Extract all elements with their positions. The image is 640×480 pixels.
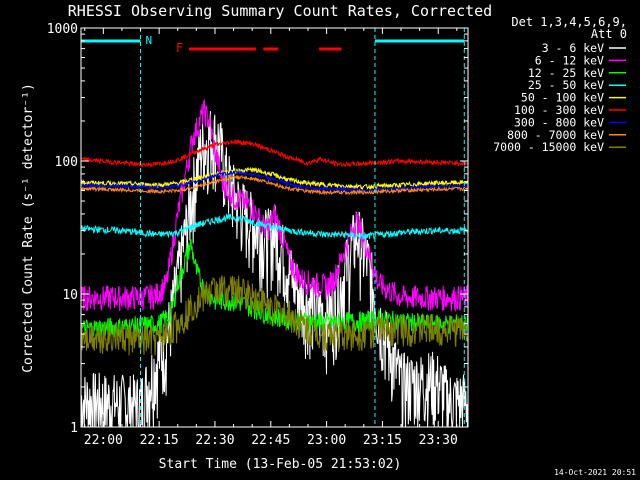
y-axis: 1 10 100 1000 <box>47 22 468 436</box>
y-tick-label: 1 <box>70 421 78 436</box>
chart-title: RHESSI Observing Summary Count Rates, Co… <box>68 2 492 20</box>
series-line-6 <box>80 138 469 168</box>
legend-label-9: 7000 - 15000 keV <box>493 140 604 154</box>
legend-label-3: 12 - 25 keV <box>528 66 604 80</box>
x-axis: 22:00 22:15 22:30 22:45 23:00 23:15 23:30 <box>84 28 458 448</box>
series-line-1 <box>80 110 469 428</box>
legend-label-7: 300 - 800 keV <box>514 115 604 129</box>
legend-label-2: 6 - 12 keV <box>535 53 604 67</box>
series-line-2 <box>80 98 469 313</box>
plot-frame <box>80 27 469 428</box>
footer-timestamp: 14-Oct-2021 20:51 <box>554 468 636 477</box>
x-tick-label: 23:15 <box>363 433 402 448</box>
x-tick-label: 22:00 <box>84 433 123 448</box>
series-line-5 <box>80 166 469 191</box>
x-tick-label: 22:45 <box>251 433 290 448</box>
annotation-layer: NF <box>81 28 465 427</box>
series-line-4 <box>80 213 469 240</box>
y-tick-label: 10 <box>62 288 78 303</box>
legend-header-line-2: Att 0 <box>591 27 627 41</box>
flare-label: F <box>176 41 183 55</box>
series-line-8 <box>80 174 469 196</box>
y-tick-label: 100 <box>55 155 78 170</box>
legend-label-4: 25 - 50 keV <box>528 78 604 92</box>
legend-label-6: 100 - 300 keV <box>514 103 604 117</box>
legend-label-1: 3 - 6 keV <box>542 41 604 55</box>
x-tick-label: 23:00 <box>307 433 346 448</box>
night-label: N <box>146 34 153 47</box>
legend-header-line-1: Det 1,3,4,5,6,9, <box>511 15 627 29</box>
series-line-9 <box>80 275 469 356</box>
x-tick-label: 22:30 <box>195 433 234 448</box>
series-line-7 <box>80 169 469 193</box>
x-tick-label: 23:30 <box>419 433 458 448</box>
x-axis-label: Start Time (13-Feb-05 21:53:02) <box>159 457 402 472</box>
y-axis-label: Corrected Count Rate (s⁻¹ detector⁻¹) <box>21 83 36 373</box>
legend-label-5: 50 - 100 keV <box>521 91 604 105</box>
legend-label-8: 800 - 7000 keV <box>507 128 604 142</box>
y-tick-label: 1000 <box>47 22 78 37</box>
series-layer <box>80 98 469 428</box>
x-tick-label: 22:15 <box>140 433 179 448</box>
